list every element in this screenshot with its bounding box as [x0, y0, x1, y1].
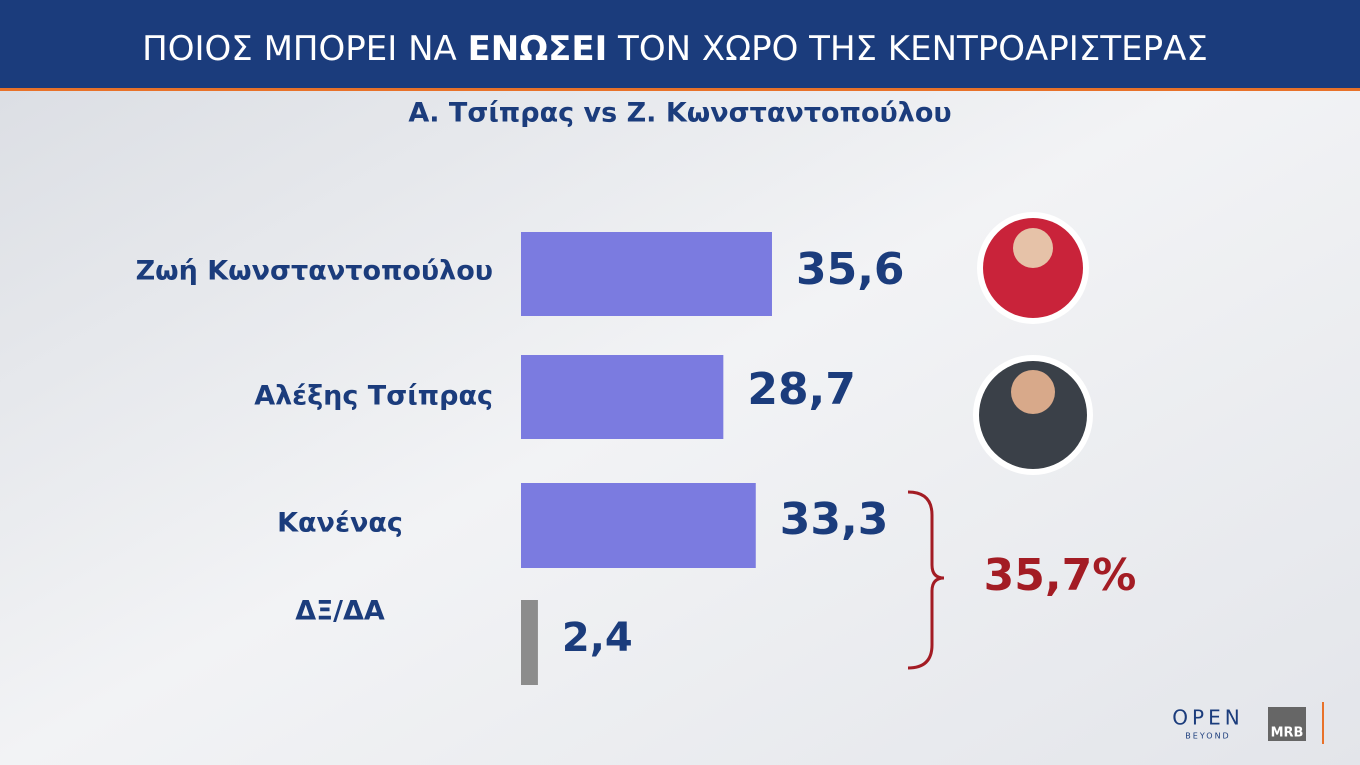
annotation: 35,7%	[984, 550, 1137, 601]
value-label: 28,7	[747, 364, 856, 415]
category-label: Κανένας	[277, 508, 403, 539]
logo-box	[1268, 707, 1306, 741]
subtitle: Α. Τσίπρας vs Ζ. Κωνσταντοπούλου	[408, 98, 951, 129]
bar	[521, 355, 724, 439]
value-label: 35,6	[796, 244, 905, 295]
bar	[521, 483, 756, 568]
bar	[521, 600, 538, 685]
photo-face	[1011, 370, 1055, 414]
photo-face	[1013, 228, 1053, 268]
category-label: Αλέξης Τσίπρας	[254, 381, 493, 412]
bracket	[907, 490, 945, 670]
logo-text: MRB	[1271, 726, 1304, 741]
bar	[521, 232, 772, 316]
value-label: 33,3	[780, 494, 889, 545]
title-part: ΕΝΩΣΕΙ	[468, 29, 608, 69]
header-bar	[0, 0, 1360, 88]
logo-rule	[1322, 702, 1324, 744]
title-part: ΤΟΝ ΧΩΡΟ ΤΗΣ ΚΕΝΤΡΟΑΡΙΣΤΕΡΑΣ	[607, 29, 1208, 69]
title-part: ΠΟΙΟΣ ΜΠΟΡΕΙ ΝΑ	[142, 29, 467, 69]
logo-text: BEYOND	[1185, 732, 1230, 741]
photo-placeholder	[979, 361, 1087, 469]
header-rule	[0, 88, 1360, 91]
logo-text: OPEN	[1172, 706, 1243, 730]
category-label: ΔΞ/ΔΑ	[295, 596, 385, 627]
photo	[973, 212, 1093, 475]
category-label: Ζωή Κωνσταντοπούλου	[136, 256, 493, 287]
chart-title: ΠΟΙΟΣ ΜΠΟΡΕΙ ΝΑ ΕΝΩΣΕΙ ΤΟΝ ΧΩΡΟ ΤΗΣ ΚΕΝΤ…	[142, 29, 1208, 69]
value-label: 2,4	[562, 615, 633, 661]
